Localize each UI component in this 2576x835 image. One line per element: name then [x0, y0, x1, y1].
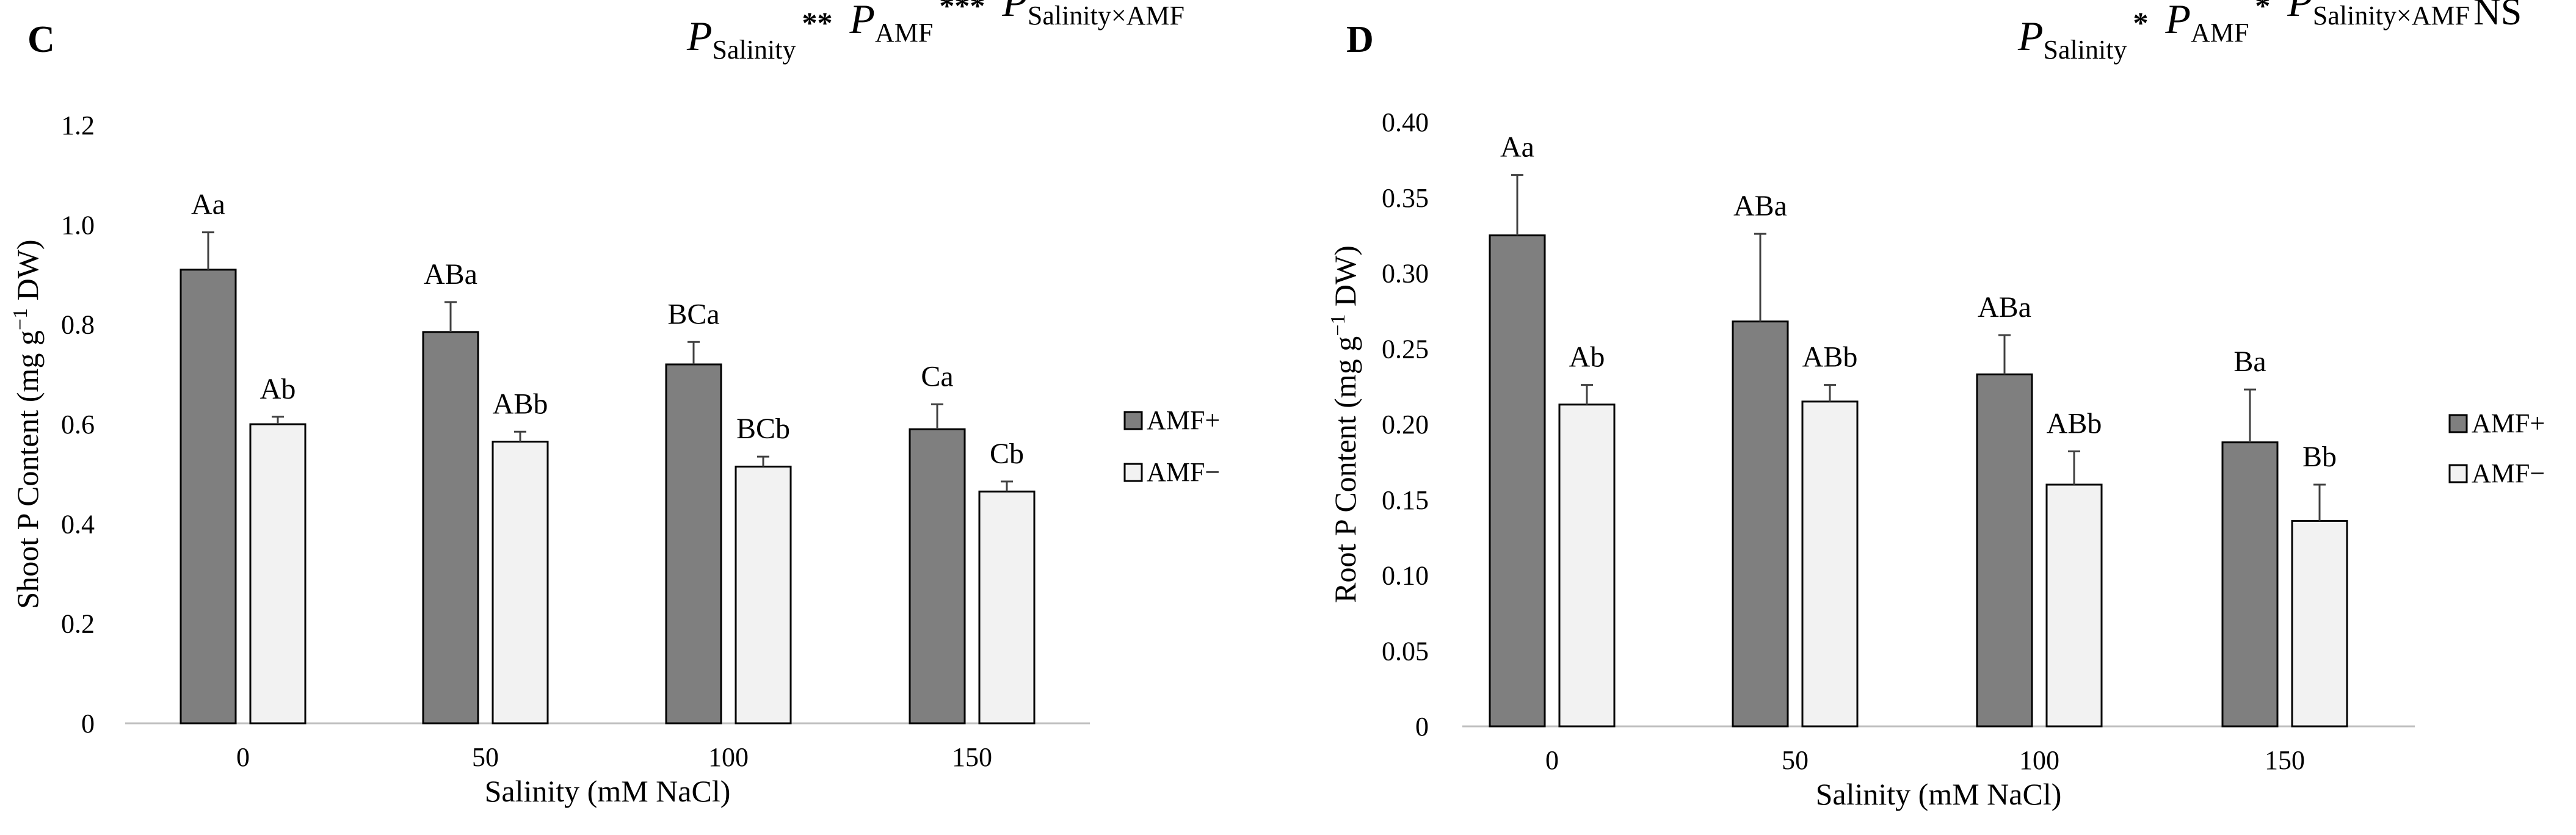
stat-ns: NS	[2473, 0, 2522, 33]
chart-panel-d: D PSalinity* PAMF* PSalinity×AMFNS00.050.10…	[1327, 0, 2545, 811]
y-axis-title-sup: −1	[9, 308, 32, 330]
panel-letter: D	[1346, 19, 1374, 60]
stat-symbol: P	[2287, 0, 2313, 25]
significance-letter: BCb	[736, 413, 790, 445]
significance-letter: Bb	[2302, 441, 2337, 473]
y-axis-title: Shoot P Content (mg g−1 DW)	[9, 239, 45, 609]
x-tick-label: 100	[2019, 745, 2059, 775]
stat-stars: *	[2255, 0, 2270, 23]
legend-label: AMF−	[2472, 458, 2545, 488]
x-tick-label: 50	[472, 742, 499, 772]
stat-stars: *	[1191, 0, 1206, 5]
significance-letter: Cb	[990, 438, 1024, 470]
y-tick-label: 0.8	[61, 310, 95, 340]
y-tick-label: 0.30	[1382, 259, 1429, 289]
y-tick-label: 1.2	[61, 110, 95, 140]
y-axis-title-suffix: DW)	[1328, 245, 1362, 314]
stat-symbol: P	[849, 0, 875, 42]
stat-symbol: P	[686, 13, 713, 59]
panel-letter: C	[27, 19, 55, 60]
legend-label: AMF−	[1147, 457, 1220, 487]
significance-letter: Ab	[260, 373, 296, 405]
significance-letter: Ca	[921, 360, 953, 392]
x-tick-label: 50	[1782, 745, 1809, 775]
y-axis-title-sup: −1	[1327, 314, 1349, 336]
stat-stars: **	[802, 5, 832, 40]
y-tick-label: 0.20	[1382, 410, 1429, 439]
y-tick-label: 0	[81, 709, 95, 739]
stat-stars: *	[2133, 5, 2148, 40]
bar-amf-minus	[1558, 403, 1616, 728]
significance-letter: ABb	[493, 388, 548, 420]
y-tick-label: 0.05	[1382, 636, 1429, 666]
legend-swatch	[1123, 411, 1143, 430]
y-axis-title: Root P Content (mg g−1 DW)	[1327, 245, 1362, 603]
bar-amf-plus	[180, 269, 237, 725]
y-axis-title-prefix: Shoot P Content (mg g	[10, 330, 45, 609]
x-tick-label: 150	[952, 742, 992, 772]
bar-amf-plus	[1976, 373, 2033, 728]
x-axis-title: Salinity (mM NaCl)	[1816, 777, 2062, 811]
bar-amf-plus	[2221, 441, 2279, 728]
significance-letter: ABb	[1802, 341, 1858, 374]
stats-header: PSalinity* PAMF* PSalinity×AMFNS	[2017, 0, 2522, 65]
stats-header: PSalinity**PAMF***PSalinity×AMF*	[686, 0, 1206, 65]
stat-subscript: Salinity	[2044, 35, 2127, 65]
bar-amf-minus	[1801, 400, 1859, 728]
stat-subscript: Salinity×AMF	[2313, 1, 2470, 31]
stat-subscript: Salinity×AMF	[1028, 1, 1185, 31]
bar-amf-minus	[2291, 519, 2348, 728]
legend-label: AMF+	[1147, 405, 1220, 435]
bar-amf-minus	[978, 490, 1036, 725]
y-tick-label: 1.0	[61, 210, 95, 240]
significance-letter: Aa	[1500, 131, 1534, 164]
bar-amf-minus	[2045, 483, 2103, 728]
y-axis-title-suffix: DW)	[10, 239, 45, 308]
bar-amf-plus	[665, 363, 722, 725]
stat-subscript: AMF	[875, 18, 933, 48]
x-axis-title: Salinity (mM NaCl)	[485, 774, 731, 808]
legend-swatch	[2448, 414, 2468, 433]
x-tick-label: 0	[236, 742, 250, 772]
y-axis-title-prefix: Root P Content (mg g	[1328, 336, 1362, 603]
significance-letter: Aa	[191, 189, 225, 221]
stat-symbol: P	[2164, 0, 2191, 42]
bar-amf-minus	[735, 465, 792, 725]
y-tick-label: 0.10	[1382, 561, 1429, 591]
y-tick-label: 0.40	[1382, 107, 1429, 137]
significance-letter: ABa	[424, 258, 477, 291]
significance-letter: ABb	[2047, 408, 2102, 440]
legend-swatch	[1123, 463, 1143, 482]
bar-amf-plus	[422, 331, 479, 725]
y-tick-label: 0.15	[1382, 485, 1429, 515]
stat-symbol: P	[2017, 13, 2044, 59]
stat-subscript: AMF	[2191, 18, 2249, 48]
stat-subscript: Salinity	[713, 35, 796, 65]
legend-swatch	[2448, 464, 2468, 483]
bar-amf-minus	[492, 441, 549, 725]
significance-letter: ABa	[1733, 190, 1787, 222]
significance-letter: ABa	[1978, 291, 2031, 324]
x-tick-label: 0	[1545, 745, 1559, 775]
y-tick-label: 0.4	[61, 509, 95, 539]
x-tick-label: 100	[708, 742, 749, 772]
significance-letter: Ba	[2233, 345, 2266, 378]
y-tick-label: 0.6	[61, 410, 95, 439]
significance-letter: BCa	[667, 298, 719, 330]
stat-stars: ***	[939, 0, 985, 23]
significance-letter: Ab	[1569, 341, 1605, 374]
y-tick-label: 0.35	[1382, 183, 1429, 213]
bar-amf-plus	[1489, 234, 1546, 728]
chart-panel-c: CPSalinity**PAMF***PSalinity×AMF*00.20.4…	[9, 0, 1220, 808]
y-tick-label: 0.25	[1382, 334, 1429, 364]
bar-amf-plus	[1732, 320, 1789, 728]
y-tick-label: 0	[1415, 712, 1429, 742]
x-tick-label: 150	[2265, 745, 2305, 775]
legend-label: AMF+	[2472, 408, 2545, 438]
bar-amf-plus	[909, 428, 966, 725]
stat-symbol: P	[1001, 0, 1028, 25]
bar-amf-minus	[249, 423, 307, 725]
y-tick-label: 0.2	[61, 609, 95, 639]
